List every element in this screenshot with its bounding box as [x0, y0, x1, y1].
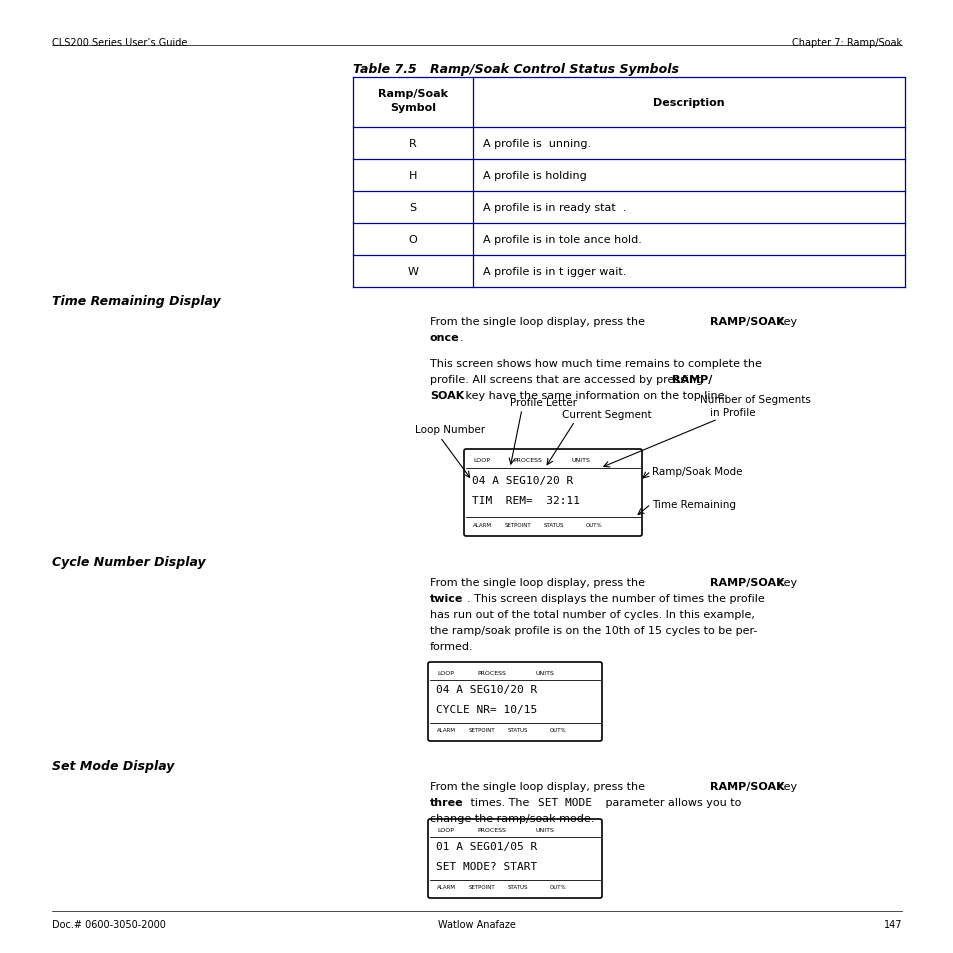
Text: Table 7.5: Table 7.5 — [353, 63, 416, 76]
Text: SETPOINT: SETPOINT — [468, 884, 495, 889]
Text: RAMP/SOAK: RAMP/SOAK — [709, 316, 783, 327]
Text: Current Segment: Current Segment — [561, 410, 651, 419]
Text: Loop Number: Loop Number — [415, 424, 485, 435]
Text: key: key — [773, 316, 797, 327]
Text: Profile Letter: Profile Letter — [510, 397, 577, 408]
Text: A profile is in ready stat  .: A profile is in ready stat . — [482, 203, 626, 213]
Text: SETPOINT: SETPOINT — [504, 523, 531, 528]
Text: STATUS: STATUS — [507, 884, 528, 889]
Text: times. The: times. The — [467, 797, 533, 807]
Text: has run out of the total number of cycles. In this example,: has run out of the total number of cycle… — [430, 609, 754, 619]
Text: Watlow Anafaze: Watlow Anafaze — [437, 919, 516, 929]
Text: Symbol: Symbol — [390, 103, 436, 112]
FancyBboxPatch shape — [428, 820, 601, 898]
Text: STATUS: STATUS — [507, 728, 528, 733]
Text: the ramp/soak profile is on the 10th of 15 cycles to be per-: the ramp/soak profile is on the 10th of … — [430, 625, 757, 636]
Text: formed.: formed. — [430, 641, 473, 651]
Text: RAMP/SOAK: RAMP/SOAK — [709, 781, 783, 791]
Text: once: once — [430, 333, 459, 343]
Text: SETPOINT: SETPOINT — [468, 728, 495, 733]
Text: A profile is in t igger wait.: A profile is in t igger wait. — [482, 267, 626, 276]
Text: LOOP: LOOP — [473, 458, 490, 463]
Text: Ramp/Soak Control Status Symbols: Ramp/Soak Control Status Symbols — [430, 63, 679, 76]
Text: Ramp/Soak: Ramp/Soak — [377, 89, 448, 99]
Text: SOAK: SOAK — [430, 391, 464, 400]
Text: LOOP: LOOP — [437, 671, 454, 676]
Text: OUT%: OUT% — [585, 523, 601, 528]
Text: Set Mode Display: Set Mode Display — [52, 760, 174, 772]
Text: CYCLE NR= 10/15: CYCLE NR= 10/15 — [436, 705, 537, 715]
Text: in Profile: in Profile — [709, 408, 755, 417]
Text: ALARM: ALARM — [472, 523, 491, 528]
Text: O: O — [408, 234, 416, 245]
Text: SET MODE? START: SET MODE? START — [436, 862, 537, 872]
Text: key have the same information on the top line.: key have the same information on the top… — [461, 391, 727, 400]
Text: STATUS: STATUS — [543, 523, 563, 528]
Text: Time Remaining: Time Remaining — [651, 499, 735, 510]
Text: .: . — [459, 333, 463, 343]
Text: Chapter 7: Ramp/Soak: Chapter 7: Ramp/Soak — [791, 38, 901, 48]
Text: From the single loop display, press the: From the single loop display, press the — [430, 578, 648, 587]
Text: 01 A SEG01/05 R: 01 A SEG01/05 R — [436, 841, 537, 852]
Text: LOOP: LOOP — [437, 827, 454, 833]
Text: . This screen displays the number of times the profile: . This screen displays the number of tim… — [467, 594, 764, 603]
Text: UNITS: UNITS — [535, 827, 554, 833]
Text: From the single loop display, press the: From the single loop display, press the — [430, 316, 648, 327]
Text: OUT%: OUT% — [549, 728, 566, 733]
Text: A profile is  unning.: A profile is unning. — [482, 139, 591, 149]
Text: 04 A SEG10/20 R: 04 A SEG10/20 R — [436, 685, 537, 695]
FancyBboxPatch shape — [463, 450, 641, 537]
Text: W: W — [407, 267, 418, 276]
Text: ALARM: ALARM — [436, 728, 455, 733]
Text: A profile is in tole ance hold.: A profile is in tole ance hold. — [482, 234, 641, 245]
Text: key: key — [773, 578, 797, 587]
Text: H: H — [409, 171, 416, 181]
Text: key: key — [773, 781, 797, 791]
Text: TIM  REM=  32:11: TIM REM= 32:11 — [472, 496, 579, 506]
Text: OUT%: OUT% — [549, 884, 566, 889]
Text: PROCESS: PROCESS — [477, 827, 506, 833]
Text: profile. All screens that are accessed by pressing: profile. All screens that are accessed b… — [430, 375, 706, 385]
Text: 04 A SEG10/20 R: 04 A SEG10/20 R — [472, 476, 573, 486]
Text: CLS200 Series User’s Guide: CLS200 Series User’s Guide — [52, 38, 187, 48]
Text: RAMP/SOAK: RAMP/SOAK — [709, 578, 783, 587]
Text: Number of Segments: Number of Segments — [700, 395, 810, 405]
Text: This screen shows how much time remains to complete the: This screen shows how much time remains … — [430, 358, 761, 369]
Text: PROCESS: PROCESS — [513, 458, 542, 463]
Text: Time Remaining Display: Time Remaining Display — [52, 294, 220, 308]
Text: Description: Description — [653, 98, 724, 108]
Text: UNITS: UNITS — [535, 671, 554, 676]
Text: A profile is holding: A profile is holding — [482, 171, 586, 181]
Text: 147: 147 — [882, 919, 901, 929]
Text: UNITS: UNITS — [571, 458, 590, 463]
Text: RAMP/: RAMP/ — [671, 375, 712, 385]
Text: parameter allows you to: parameter allows you to — [601, 797, 740, 807]
Text: Doc.# 0600-3050-2000: Doc.# 0600-3050-2000 — [52, 919, 166, 929]
Text: three: three — [430, 797, 463, 807]
Text: From the single loop display, press the: From the single loop display, press the — [430, 781, 648, 791]
Text: change the ramp/soak mode.: change the ramp/soak mode. — [430, 813, 594, 823]
Text: ALARM: ALARM — [436, 884, 455, 889]
Text: Cycle Number Display: Cycle Number Display — [52, 556, 206, 568]
Text: SET MODE: SET MODE — [537, 797, 592, 807]
Text: PROCESS: PROCESS — [477, 671, 506, 676]
FancyBboxPatch shape — [428, 662, 601, 741]
Text: Ramp/Soak Mode: Ramp/Soak Mode — [651, 467, 741, 476]
Text: S: S — [409, 203, 416, 213]
Text: R: R — [409, 139, 416, 149]
Text: twice: twice — [430, 594, 463, 603]
